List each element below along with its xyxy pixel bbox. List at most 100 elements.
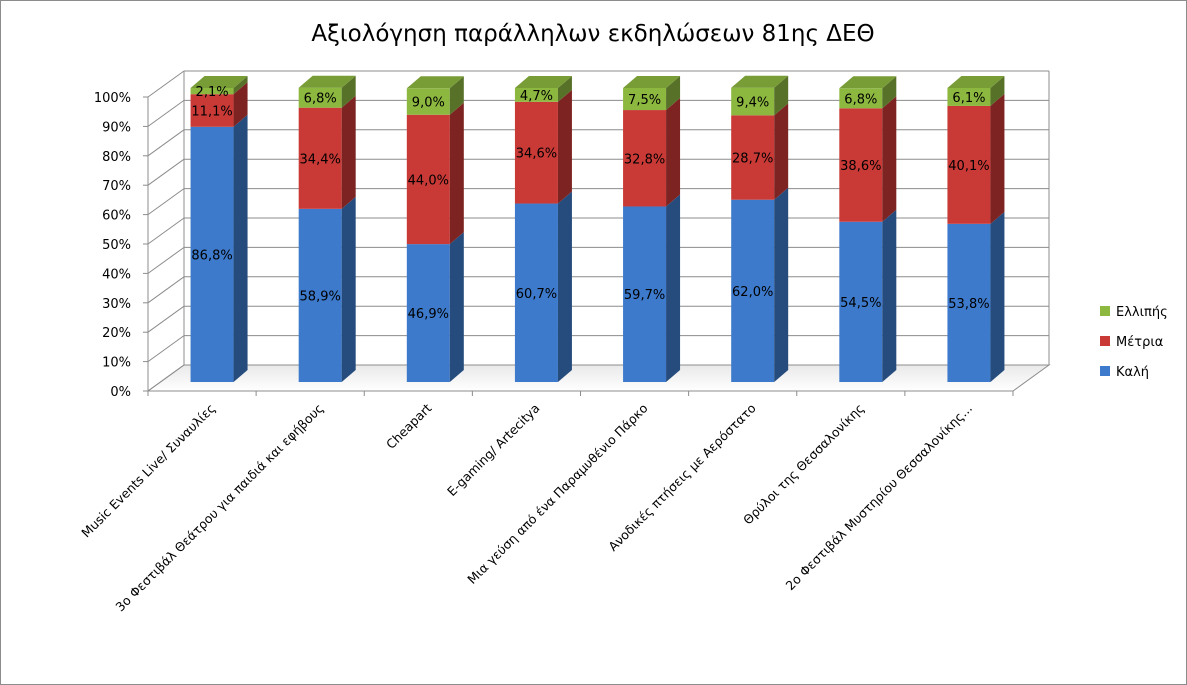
data-label: 6,1% [952,91,985,106]
bar-side [557,76,572,102]
category-label: Μια γεύση από ένα Παραμυθένιο Πάρκο [464,401,650,587]
data-label: 7,5% [628,93,661,108]
bar-Ελλιπής-7 [947,76,1005,106]
bar-front [514,88,558,102]
bar-Μέτρια-2 [406,102,464,245]
chart-floor [146,364,1051,392]
gridline-side [147,70,185,98]
gridline-side [147,188,185,216]
gridline-side [147,276,185,304]
bar-front [623,110,667,207]
bar-front [406,114,450,245]
bar-front [947,105,991,224]
y-tick-label: 100% [94,91,131,106]
bar-side [233,114,248,383]
data-label: 58,9% [300,289,341,304]
data-label: 34,6% [516,147,557,162]
bar-side [774,75,789,116]
y-tick-label: 0% [110,385,131,400]
bar-front [839,221,883,382]
bar-front [947,223,991,382]
bar-side [449,102,464,245]
bar-side [666,98,681,207]
bar-front [514,101,558,204]
data-labels: 86,8% 11,1% 2,1% 58,9% 34,4% 6,8% 46,9% 44,0% 9,… [191,85,989,322]
bar-top [731,75,789,88]
data-label: 60,7% [516,287,557,302]
bar-Ελλιπής-4 [623,76,681,111]
chart-title: Αξιολόγηση παράλληλων εκδηλώσεων 81ης ΔΕ… [311,21,874,47]
bar-Μέτρια-6 [839,96,897,222]
y-tick-label: 80% [102,150,131,165]
bar-side [666,76,681,111]
bar-top [514,76,572,88]
y-tick-label: 20% [102,326,131,341]
bar-front [947,88,991,106]
bar-Ελλιπής-6 [839,76,897,109]
data-label: 38,6% [840,159,881,174]
bar-Μέτρια-7 [947,93,1005,224]
data-label: 62,0% [732,285,773,300]
gridlines [146,70,1051,392]
bar-Καλή-4 [623,194,681,382]
y-tick-label: 90% [102,120,131,135]
data-label: 4,7% [520,89,553,104]
y-tick-label: 30% [102,297,131,312]
bar-side [341,75,356,108]
gridline-side [147,246,185,274]
gridline-side [147,158,185,186]
data-label: 40,1% [948,159,989,174]
legend-swatch [1100,306,1110,316]
bar-side [882,209,897,382]
bar-front [839,108,883,222]
bar-side [666,194,681,382]
bar-Ελλιπής-0 [190,76,248,95]
data-label: 9,4% [736,96,769,111]
bar-front [623,88,667,111]
bar-side [233,76,248,95]
bar-top [623,76,681,88]
bar-Μέτρια-4 [623,98,681,207]
data-label: 32,8% [624,152,665,167]
data-label: 6,8% [304,92,337,107]
y-tick-label: 60% [102,209,131,224]
bar-front [406,88,450,115]
legend-swatch [1100,336,1110,346]
bar-Μέτρια-3 [514,89,572,204]
bar-side [341,95,356,209]
bar-front [190,88,234,95]
category-label: Cheapart [383,400,434,451]
legend-swatch [1100,366,1110,376]
gridline-side [147,99,185,127]
bar-side [341,196,356,382]
bar-side [990,93,1005,224]
axes: 0% 10% 20% 30% 40% 50% 60% 70% 80% 90% 100% [94,91,1014,400]
bar-side [233,82,248,127]
data-label: 28,7% [732,152,773,167]
bar-top [947,76,1005,88]
bar-top [839,76,897,89]
bar-Ελλιπής-3 [514,76,572,102]
bar-side [557,191,572,382]
bar-side [557,89,572,204]
category-label: 2ο Φεστιβάλ Μυστηρίου Θεσσαλονίκης... [782,401,975,594]
bars [190,75,1005,383]
data-label: 44,0% [408,173,449,188]
data-label: 2,1% [196,85,229,100]
bar-Καλή-7 [947,211,1005,382]
data-label: 59,7% [624,288,665,303]
bar-side [990,76,1005,106]
category-label: 3ο Φεστιβάλ Θεάτρου για παιδιά και εφήβο… [112,401,326,615]
gridline-side [147,305,185,333]
bar-front [298,208,342,382]
bar-top [298,75,356,88]
bar-side [449,76,464,115]
gridline-side [147,129,185,157]
bar-front [731,115,775,200]
y-tick-label: 50% [102,238,131,253]
bar-side [990,211,1005,382]
legend-item: Ελλιπής [1116,305,1168,320]
data-label: 6,8% [844,92,877,107]
